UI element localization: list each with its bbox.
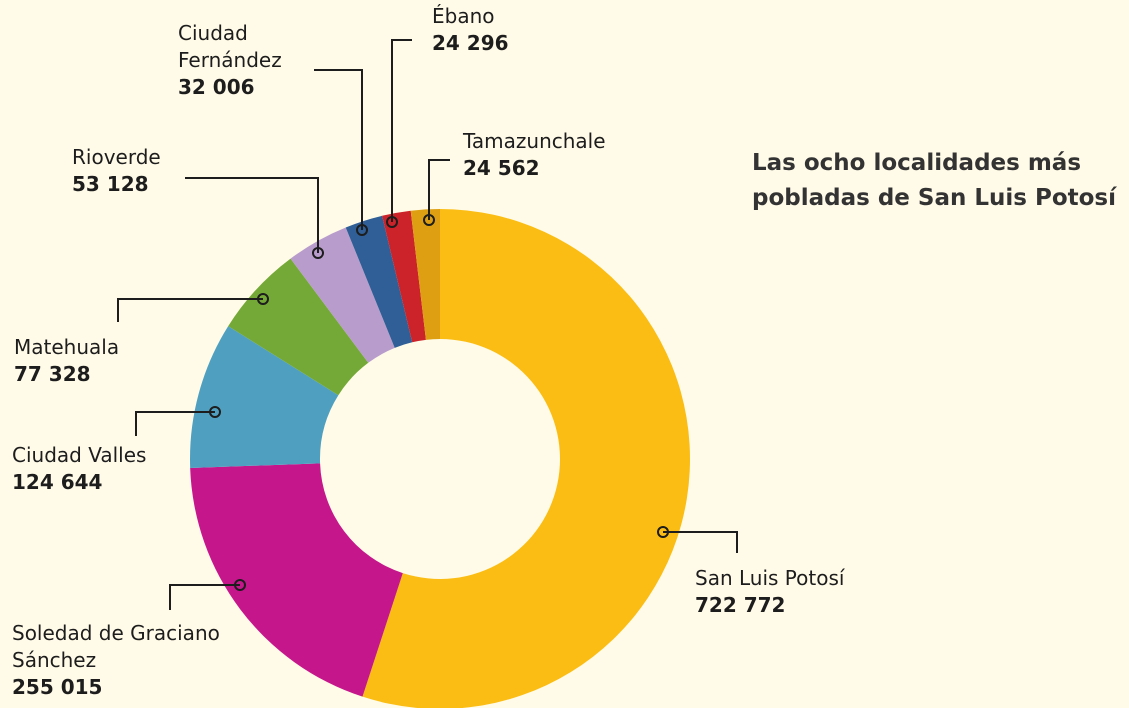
- value-label: 53 128: [72, 172, 149, 196]
- slice-label: Soledad de Graciano Sánchez 255 015: [12, 620, 262, 701]
- leader-dot: [356, 224, 368, 236]
- slice: [290, 227, 395, 363]
- value-label: 77 328: [14, 362, 91, 386]
- slice: [410, 209, 440, 340]
- category-label: Soledad de Graciano Sánchez: [12, 621, 220, 672]
- leader-line: [314, 69, 363, 230]
- slice: [190, 326, 339, 468]
- category-label: Rioverde: [72, 145, 161, 169]
- slice: [382, 210, 426, 343]
- leader-dot: [386, 216, 398, 228]
- slice-label: Ciudad Fernández 32 006: [178, 20, 308, 101]
- value-label: 722 772: [695, 593, 786, 617]
- slice: [362, 209, 690, 708]
- leader-line: [185, 177, 319, 253]
- value-label: 255 015: [12, 675, 103, 699]
- category-label: Ciudad Fernández: [178, 21, 282, 72]
- leader-line: [663, 531, 738, 553]
- slice: [228, 258, 369, 396]
- slice-label: San Luis Potosí 722 772: [695, 565, 955, 619]
- leader-line: [117, 298, 263, 322]
- leader-line: [428, 159, 450, 220]
- category-label: Ciudad Valles: [12, 443, 147, 467]
- leader-line: [391, 39, 412, 222]
- leader-dot: [234, 579, 246, 591]
- leader-line: [169, 584, 240, 610]
- slice-label: Ébano 24 296: [432, 3, 552, 57]
- category-label: Tamazunchale: [463, 129, 606, 153]
- category-label: San Luis Potosí: [695, 566, 845, 590]
- chart-title: Las ocho localidades más pobladas de San…: [752, 150, 1116, 211]
- slice-label: Tamazunchale 24 562: [463, 128, 663, 182]
- value-label: 32 006: [178, 75, 255, 99]
- value-label: 124 644: [12, 470, 103, 494]
- value-label: 24 562: [463, 156, 540, 180]
- leader-dot: [423, 214, 435, 226]
- leader-dot: [209, 406, 221, 418]
- slice-label: Matehuala 77 328: [14, 334, 214, 388]
- leader-line: [135, 411, 215, 436]
- slice: [190, 463, 403, 697]
- slice-label: Ciudad Valles 124 644: [12, 442, 212, 496]
- slice-label: Rioverde 53 128: [72, 144, 212, 198]
- leader-dot: [312, 247, 324, 259]
- leader-dot: [657, 526, 669, 538]
- category-label: Matehuala: [14, 335, 120, 359]
- value-label: 24 296: [432, 31, 509, 55]
- slice: [345, 215, 413, 348]
- category-label: Ébano: [432, 4, 495, 28]
- leader-dot: [257, 293, 269, 305]
